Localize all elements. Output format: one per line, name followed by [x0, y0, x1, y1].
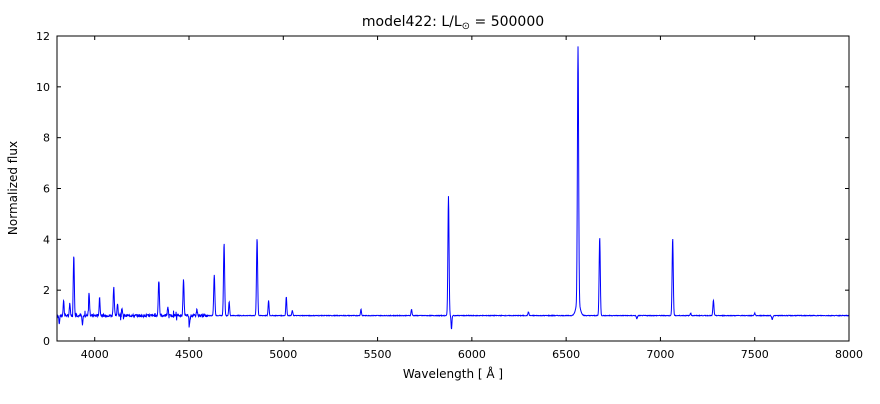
- x-tick-label: 6000: [458, 348, 486, 361]
- plot-title-prefix: model422: L/L: [362, 14, 462, 30]
- y-tick-label: 0: [43, 335, 50, 348]
- y-tick-label: 6: [43, 183, 50, 196]
- y-tick-label: 8: [43, 132, 50, 145]
- plot-background: [57, 36, 849, 341]
- x-tick-label: 5500: [364, 348, 392, 361]
- x-tick-label: 8000: [835, 348, 863, 361]
- plot-title-suffix: = 500000: [470, 14, 544, 30]
- y-tick-label: 12: [36, 30, 50, 43]
- axes-frame: [56, 35, 850, 342]
- sun-symbol: ⊙: [462, 21, 470, 32]
- x-tick-label: 6500: [552, 348, 580, 361]
- plot-axes-and-data: 4000 4500 5000 5500 6000 6500 7000 7500 8000 0 2 4 6…: [36, 30, 863, 361]
- x-tick-label: 5000: [269, 348, 297, 361]
- y-axis-label: Normalized flux: [6, 141, 20, 235]
- x-tick-label: 4000: [81, 348, 109, 361]
- plot-title: model422: L/L⊙ = 500000: [362, 14, 544, 32]
- spectrum-line: [56, 46, 850, 330]
- y-tick-label: 4: [43, 233, 50, 246]
- x-tick-label: 4500: [175, 348, 203, 361]
- y-tick-label: 10: [36, 81, 50, 94]
- x-axis-label: Wavelength [ Å ]: [403, 366, 503, 381]
- x-tick-label: 7500: [741, 348, 769, 361]
- x-tick-label: 7000: [646, 348, 674, 361]
- y-tick-label: 2: [43, 284, 50, 297]
